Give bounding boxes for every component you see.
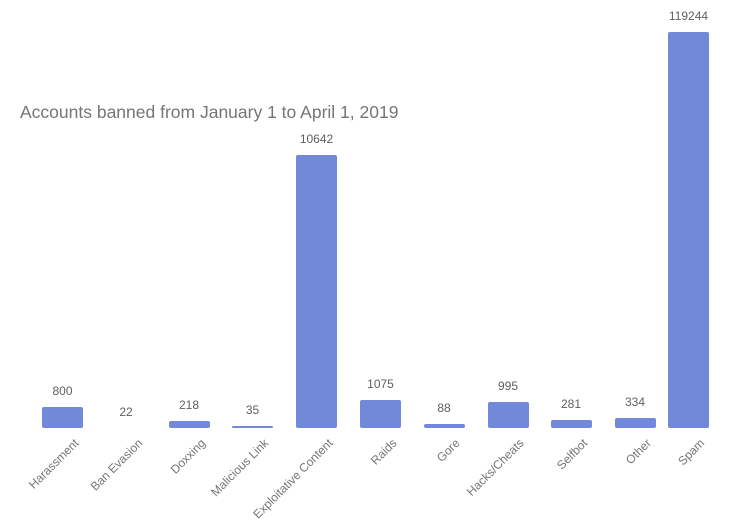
- chart-title: Accounts banned from January 1 to April …: [20, 102, 399, 122]
- bar-value-label: 800: [52, 384, 73, 398]
- bar-value-label: 22: [119, 405, 133, 419]
- bar-value-label: 35: [245, 402, 260, 417]
- category-label: Ban Evasion: [87, 436, 145, 494]
- category-label: Other: [622, 436, 654, 468]
- category-label: Raids: [367, 436, 400, 468]
- category-label: Spam: [675, 436, 708, 469]
- bar-value-label: 281: [560, 397, 582, 411]
- bar-value-label: 995: [497, 379, 519, 393]
- bar: [42, 407, 83, 428]
- bar: [360, 400, 401, 428]
- bar: [296, 155, 337, 428]
- bar-value-label: 218: [178, 397, 200, 412]
- bar-value-label: 1075: [367, 377, 394, 391]
- category-label: Doxxing: [167, 436, 208, 477]
- bar-value-label: 119244: [668, 9, 709, 23]
- bar: [487, 402, 529, 428]
- bar: [614, 418, 656, 428]
- bar-value-label: 10642: [299, 132, 334, 146]
- category-label: Selfbot: [553, 436, 590, 473]
- bar: [232, 425, 273, 428]
- bar-value-label: 334: [624, 395, 646, 409]
- category-label: Hacks/Cheats: [464, 436, 527, 499]
- bar-value-label: 88: [437, 400, 451, 415]
- category-label: Harassment: [25, 436, 82, 492]
- category-label: Malicious Link: [208, 436, 272, 500]
- bar: [668, 32, 709, 428]
- bar: [423, 423, 465, 428]
- bar: [168, 420, 210, 428]
- bar: [550, 420, 592, 428]
- category-label: Gore: [434, 436, 463, 465]
